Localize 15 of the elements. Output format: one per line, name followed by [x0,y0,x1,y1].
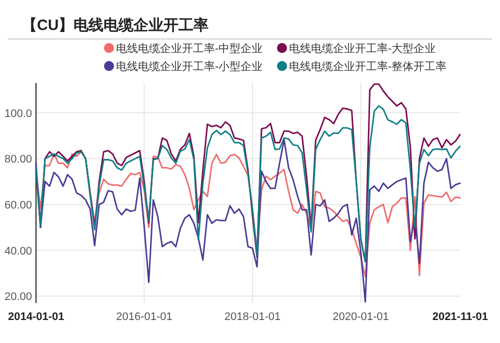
x-tick-label: 2021-11-01 [432,311,488,323]
legend-label: 电线电缆企业开工率-整体开工率 [289,60,447,73]
y-tick-label: 40.00 [4,245,32,258]
legend-label: 电线电缆企业开工率-小型企业 [116,60,263,73]
y-tick-label: 100.0 [4,108,32,120]
legend-label: 电线电缆企业开工率-大型企业 [289,42,436,55]
x-tick-label: 2014-01-01 [8,311,64,323]
y-tick-label: 80.00 [4,154,32,166]
y-tick-label: 60.00 [4,199,32,212]
x-tick-label: 2020-01-01 [332,311,389,323]
chart-title: 【CU】电线电缆企业开工率 [22,16,209,34]
x-tick-label: 2016-01-01 [116,311,172,323]
legend-label: 电线电缆企业开工率-中型企业 [116,42,263,55]
y-tick-label: 20.00 [4,291,32,304]
x-tick-label: 2018-01-01 [224,311,281,323]
